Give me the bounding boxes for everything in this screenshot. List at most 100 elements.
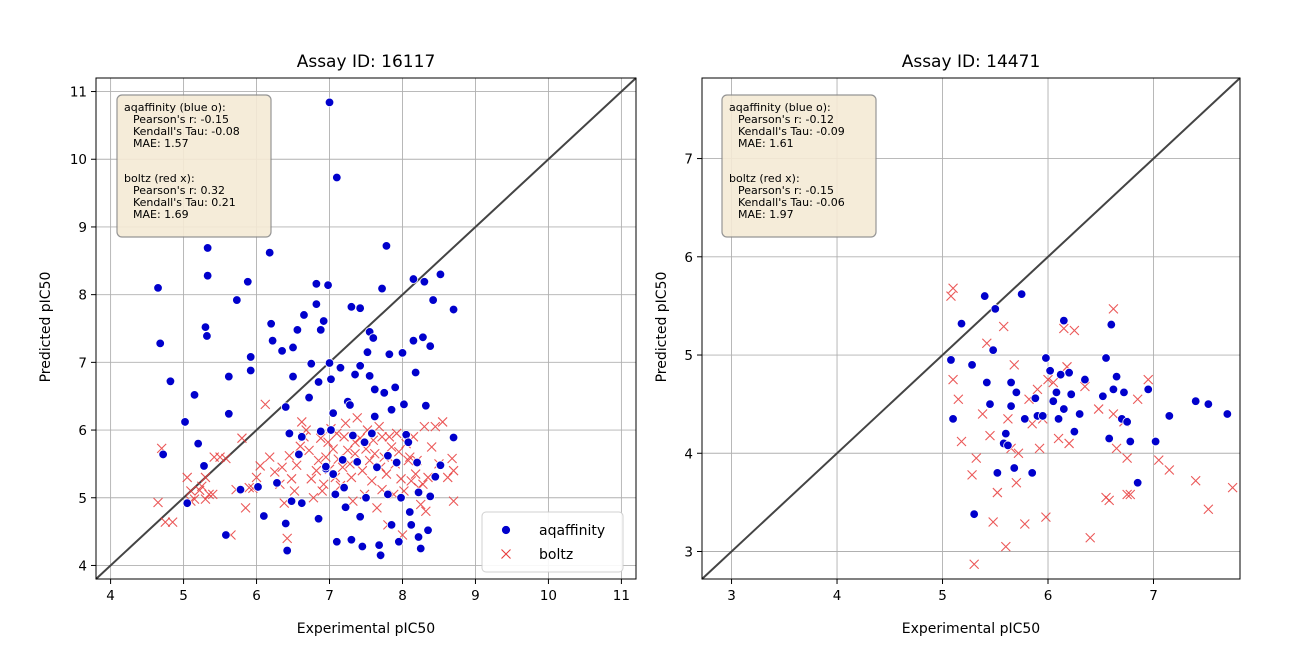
boltz-point (305, 446, 314, 455)
boltz-point (449, 466, 458, 475)
aqaffinity-point (1075, 410, 1084, 419)
boltz-point (1109, 304, 1118, 313)
aqaffinity-point (300, 311, 309, 320)
aqaffinity-point (222, 531, 231, 540)
aqaffinity-point (356, 304, 365, 313)
y-axis-label: Predicted pIC50 (654, 272, 670, 383)
aqaffinity-point (980, 292, 989, 301)
aqaffinity-point (360, 438, 369, 447)
aqaffinity-point (156, 339, 165, 348)
aqaffinity-point (1056, 370, 1065, 379)
aqaffinity-point (1081, 375, 1090, 384)
aqaffinity-point (405, 508, 414, 517)
aqaffinity-point (957, 319, 966, 328)
aqaffinity-point (356, 361, 365, 370)
boltz-point (1003, 414, 1012, 423)
subplot-assay-14471: Assay ID: 14471 34567 34567 Experimental… (654, 52, 1240, 637)
boltz-point (367, 476, 376, 485)
boltz-point (312, 466, 321, 475)
aqaffinity-point (409, 275, 418, 284)
boltz-point (319, 480, 328, 489)
aqaffinity-point (297, 499, 306, 508)
stats-bz-mae: MAE: 1.97 (738, 208, 794, 221)
aqaffinity-point (1126, 437, 1135, 446)
boltz-point (1012, 478, 1021, 487)
boltz-point (329, 445, 338, 454)
aqaffinity-point (287, 497, 296, 506)
aqaffinity-point (370, 385, 379, 394)
aqaffinity-point (1046, 366, 1055, 375)
aqaffinity-point (983, 378, 992, 387)
x-tick-label: 7 (325, 588, 334, 604)
y-axis-ticks: 34567 (684, 152, 702, 561)
aqaffinity-point (1012, 388, 1021, 397)
aqaffinity-point (340, 483, 349, 492)
aqaffinity-point (243, 277, 252, 286)
aqaffinity-point (347, 303, 356, 312)
boltz-point (1010, 360, 1019, 369)
aqaffinity-point (1007, 378, 1016, 387)
aqaffinity-point (289, 343, 298, 352)
aqaffinity-point (991, 305, 1000, 314)
boltz-point (946, 292, 955, 301)
boltz-point (1154, 456, 1163, 465)
y-tick-label: 6 (78, 423, 87, 439)
aqaffinity-point (333, 537, 342, 546)
boltz-point (161, 518, 170, 527)
boltz-point (1041, 513, 1050, 522)
legend: aqaffinity boltz (482, 512, 623, 572)
aqaffinity-point (203, 244, 212, 253)
x-tick-label: 5 (179, 588, 188, 604)
aqaffinity-point (1021, 415, 1030, 424)
boltz-point (1109, 409, 1118, 418)
aqaffinity-point (404, 438, 413, 447)
aqaffinity-point (312, 300, 321, 309)
aqaffinity-point (387, 405, 396, 414)
aqaffinity-point (391, 383, 400, 392)
x-tick-label: 10 (540, 588, 557, 604)
aqaffinity-point (368, 429, 377, 438)
aqaffinity-point (413, 458, 422, 467)
boltz-point (1001, 542, 1010, 551)
aqaffinity-point (314, 514, 323, 523)
stats-box: aqaffinity (blue o): Pearson's r: -0.12 … (722, 95, 876, 237)
boltz-point (358, 466, 367, 475)
aqaffinity-point (398, 349, 407, 358)
boltz-point (241, 503, 250, 512)
boltz-point (287, 474, 296, 483)
aqaffinity-point (968, 361, 977, 370)
boltz-point (307, 474, 316, 483)
aqaffinity-point (194, 439, 203, 448)
boltz-point (297, 417, 306, 426)
y-tick-label: 5 (78, 491, 87, 507)
aqaffinity-point (1099, 392, 1108, 401)
x-tick-label: 8 (398, 588, 407, 604)
boltz-point (378, 432, 387, 441)
aqaffinity-point (449, 305, 458, 314)
aqaffinity-point (1105, 434, 1114, 443)
aqaffinity-point (349, 431, 358, 440)
stats-box: aqaffinity (blue o): Pearson's r: -0.15 … (117, 95, 271, 237)
boltz-point (1033, 385, 1042, 394)
y-tick-label: 8 (78, 288, 87, 304)
aqaffinity-point (400, 400, 409, 409)
aqaffinity-point (325, 98, 334, 107)
boltz-point (1049, 378, 1058, 387)
aqaffinity-point (314, 378, 323, 387)
aqaffinity-point (436, 461, 445, 470)
aqaffinity-point (989, 346, 998, 355)
aqaffinity-point (373, 463, 382, 472)
aqaffinity-point (370, 412, 379, 421)
x-tick-label: 6 (252, 588, 261, 604)
aqaffinity-point (200, 462, 209, 471)
boltz-point (949, 375, 958, 384)
aqaffinity-point (285, 429, 294, 438)
aqaffinity-point (1004, 441, 1013, 450)
boltz-point (1065, 439, 1074, 448)
boltz-point (421, 507, 430, 516)
aqaffinity-point (203, 332, 212, 341)
boltz-point (290, 486, 299, 495)
aqaffinity-point (190, 391, 199, 400)
aqaffinity-point (329, 470, 338, 479)
aqaffinity-point (414, 533, 423, 542)
